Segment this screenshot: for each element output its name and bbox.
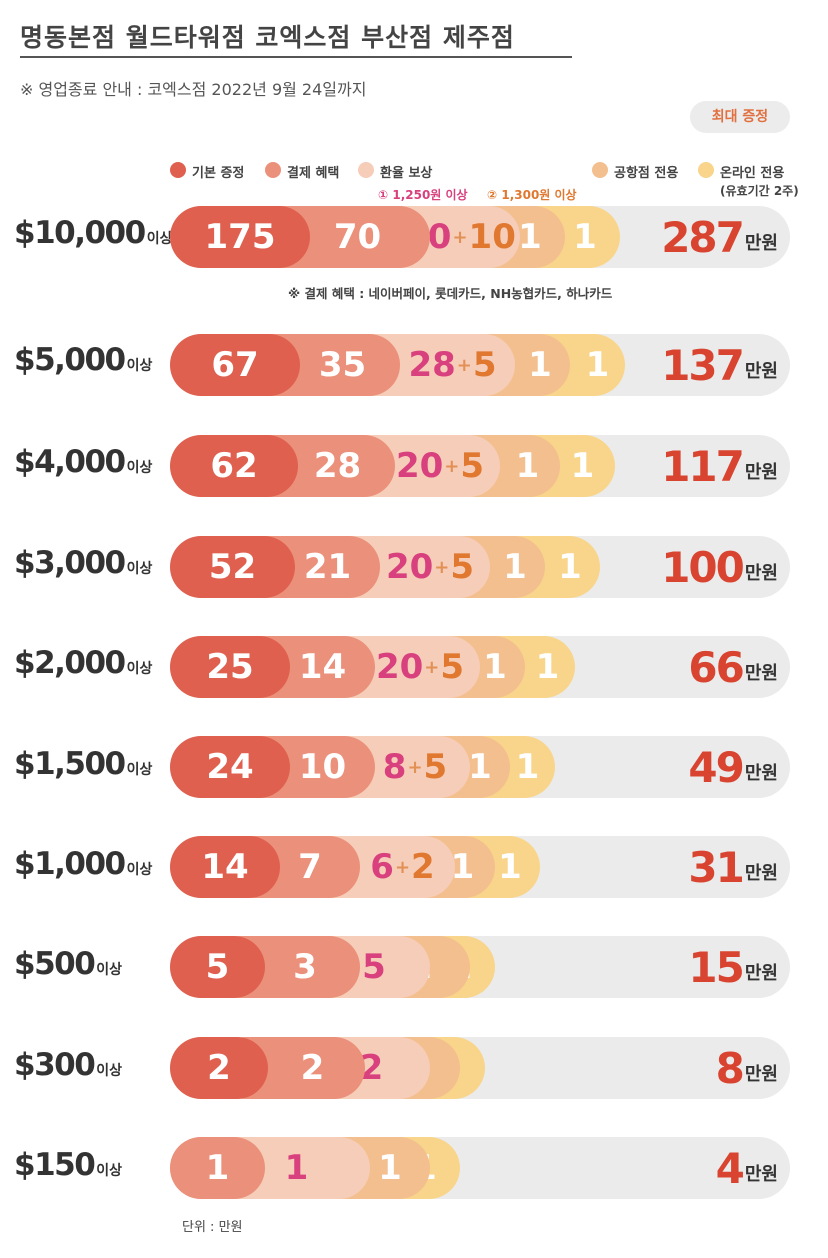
- tier-amount: $3,000: [14, 545, 126, 581]
- legend-exchange: 환율 보상: [358, 162, 432, 181]
- title-underline: [20, 56, 572, 58]
- legend-online-swatch: [698, 162, 714, 178]
- legend-exchange-sub2: ② 1,300원 이상: [487, 188, 577, 202]
- seg-basic: 52: [170, 536, 295, 598]
- seg-basic: 62: [170, 435, 298, 497]
- seg-basic: 175: [170, 206, 310, 268]
- tier-bar: 1 1 6 +2 7 14 31 만원: [170, 836, 790, 898]
- tier-total: 15 만원: [688, 942, 778, 992]
- tier-suffix: 이상: [126, 862, 153, 878]
- tier-suffix: 이상: [126, 561, 153, 577]
- tier-label: $300 이상: [14, 1047, 122, 1083]
- tier-total: 100 만원: [661, 542, 778, 592]
- tier-suffix: 이상: [96, 1063, 123, 1079]
- seg-basic: 5: [170, 936, 265, 998]
- tier-total: 117 만원: [661, 441, 778, 491]
- tier-bar: 1 1 1 1 4만원: [170, 1137, 790, 1199]
- seg-basic: 14: [170, 836, 280, 898]
- unit-note: 단위 : 만원: [182, 1220, 243, 1235]
- tier-label: $10,000 이상: [14, 215, 172, 251]
- tier-label: $150 이상: [14, 1147, 122, 1183]
- tier-bar: 1 1 28 +5 35 67 137 만원: [170, 334, 790, 396]
- seg-basic: 24: [170, 736, 290, 798]
- legend-online-label: 온라인 전용: [720, 166, 785, 181]
- tier-total: 4 만원: [715, 1143, 778, 1193]
- tier-bar: 1 1 20 +5 21 52 100 만원: [170, 536, 790, 598]
- tier-total: 31 만원: [688, 842, 778, 892]
- tier-amount: $500: [14, 946, 96, 982]
- tier-bar: 1 1 2 2 2 8만원: [170, 1037, 790, 1099]
- tier-total: 66 만원: [688, 642, 778, 692]
- tier-label: $2,000 이상: [14, 645, 152, 681]
- tier-amount: $150: [14, 1147, 96, 1183]
- tier-label: $4,000 이상: [14, 444, 152, 480]
- tier-suffix: 이상: [126, 661, 153, 677]
- legend-online-sub: (유효기간 2주): [720, 184, 799, 198]
- legend-online: 온라인 전용: [698, 162, 784, 181]
- legend-payment: 결제 혜택: [265, 162, 339, 181]
- seg-basic: 25: [170, 636, 290, 698]
- max-gift-badge: 최대 증정: [690, 101, 790, 133]
- tier-label: $3,000 이상: [14, 545, 152, 581]
- tier-total: 49 만원: [688, 742, 778, 792]
- tier-label: $1,000 이상: [14, 846, 152, 882]
- seg-basic: 67: [170, 334, 300, 396]
- legend-airport-swatch: [592, 162, 608, 178]
- tier-total: 137 만원: [661, 340, 778, 390]
- tier-suffix: 이상: [126, 460, 153, 476]
- legend-exchange-label: 환율 보상: [380, 166, 433, 181]
- tier-suffix: 이상: [96, 1163, 123, 1179]
- payment-note: ※ 결제 혜택 : 네이버페이, 롯데카드, NH농협카드, 하나카드: [288, 286, 613, 301]
- tier-total: 287 만원: [661, 212, 778, 262]
- tier-bar: 1 1 20 +5 28 62 117 만원: [170, 435, 790, 497]
- tier-total: 8 만원: [715, 1043, 778, 1093]
- page-title: 명동본점 월드타워점 코엑스점 부산점 제주점: [20, 23, 515, 52]
- tier-amount: $4,000: [14, 444, 126, 480]
- tier-suffix: 이상: [96, 962, 123, 978]
- tier-label: $500 이상: [14, 946, 122, 982]
- seg-basic: 2: [170, 1037, 268, 1099]
- tier-amount: $1,000: [14, 846, 126, 882]
- seg-basic: 1: [170, 1137, 265, 1199]
- tier-amount: $5,000: [14, 342, 126, 378]
- tier-amount: $2,000: [14, 645, 126, 681]
- legend-exchange-sub1: ① 1,250원 이상: [378, 188, 468, 202]
- tier-suffix: 이상: [126, 762, 153, 778]
- tier-amount: $1,500: [14, 746, 126, 782]
- legend-payment-swatch: [265, 162, 281, 178]
- legend-basic: 기본 증정: [170, 162, 244, 181]
- tier-amount: $300: [14, 1047, 96, 1083]
- tier-label: $5,000 이상: [14, 342, 152, 378]
- legend-basic-label: 기본 증정: [192, 166, 245, 181]
- closing-notice: ※ 영업종료 안내 : 코엑스점 2022년 9월 24일까지: [20, 80, 367, 99]
- tier-bar: 1 1 20 +5 14 25 66 만원: [170, 636, 790, 698]
- legend-airport: 공항점 전용: [592, 162, 678, 181]
- tier-suffix: 이상: [146, 231, 173, 247]
- legend-exchange-swatch: [358, 162, 374, 178]
- legend-basic-swatch: [170, 162, 186, 178]
- tier-suffix: 이상: [126, 358, 153, 374]
- tier-amount: $10,000: [14, 215, 146, 251]
- tier-bar: 1 1 8 +5 10 24 49 만원: [170, 736, 790, 798]
- legend-airport-label: 공항점 전용: [614, 166, 679, 181]
- tier-label: $1,500 이상: [14, 746, 152, 782]
- legend-payment-label: 결제 혜택: [287, 166, 340, 181]
